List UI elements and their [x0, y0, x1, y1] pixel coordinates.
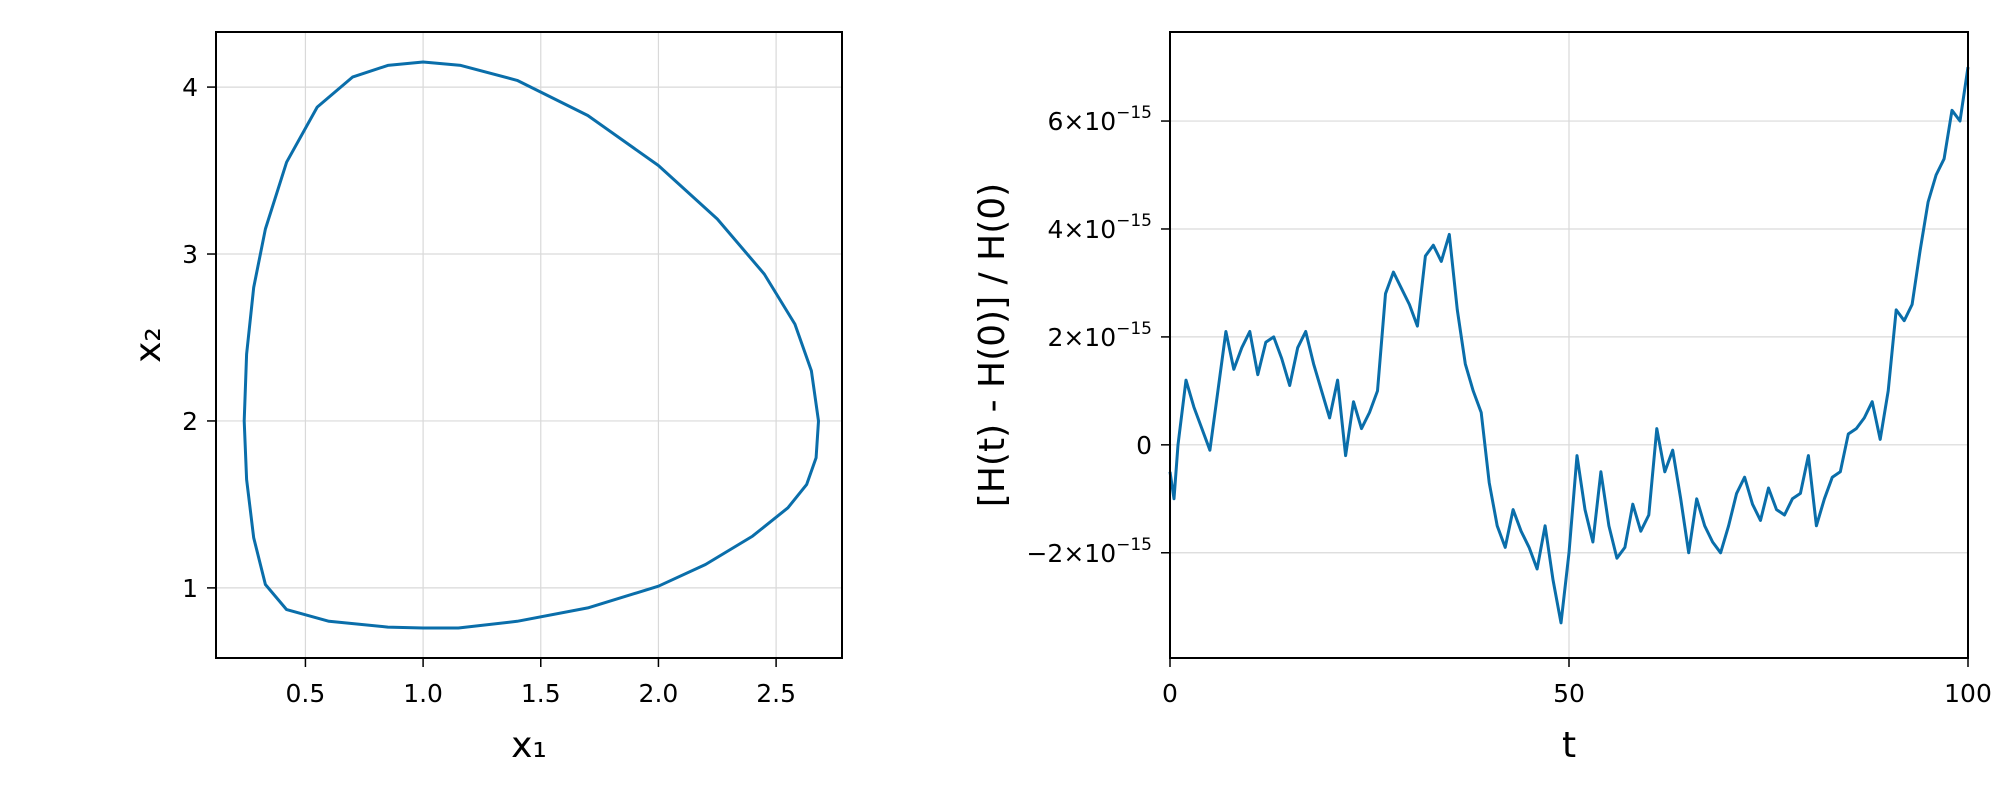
c2-y-tick-mantissa: 2×10	[1047, 323, 1116, 352]
phase-portrait-y-label: x₂	[128, 327, 169, 363]
c2-y-tick-exponent: −15	[1116, 103, 1152, 123]
c1-x-tick-label: 2.5	[756, 679, 796, 708]
c1-y-tick-label: 3	[182, 240, 198, 269]
c2-x-tick-label: 50	[1553, 679, 1585, 708]
c2-y-tick-label: 6×10−15	[1047, 103, 1152, 136]
phase-portrait-chart: 0.5 1.0 1.5 2.0 2.5 1 2 3 4 x₁ x₂	[128, 31, 843, 766]
energy-error-y-label: [H(t) - H(0)] / H(0)	[972, 183, 1013, 507]
c1-x-tick-label: 1.0	[403, 679, 443, 708]
c1-y-tick-label: 2	[182, 407, 198, 436]
c1-y-tick-label: 1	[182, 574, 198, 603]
c2-x-tick-label: 100	[1944, 679, 1992, 708]
c2-y-tick-mantissa: 4×10	[1047, 215, 1116, 244]
c2-y-tick-label: 4×10−15	[1047, 211, 1152, 244]
phase-portrait-x-label: x₁	[511, 725, 547, 766]
c1-x-tick-label: 0.5	[286, 679, 326, 708]
c1-x-tick-label: 2.0	[639, 679, 679, 708]
c2-x-tick-label: 0	[1162, 679, 1178, 708]
c1-series-line-0	[242, 60, 820, 630]
c2-y-tick-mantissa: 0	[1136, 431, 1152, 460]
energy-error-x-label: t	[1562, 725, 1576, 766]
c2-y-tick-mantissa: 6×10	[1047, 107, 1116, 136]
c2-y-tick-label: −2×10−15	[1026, 535, 1152, 568]
c2-y-tick-label: 0	[1136, 431, 1152, 460]
phase-portrait-ticks: 0.5 1.0 1.5 2.0 2.5 1 2 3 4	[182, 73, 796, 708]
energy-error-series	[1168, 66, 1970, 625]
c1-x-tick-label: 1.5	[521, 679, 561, 708]
phase-portrait-frame	[215, 31, 843, 659]
phase-portrait-series	[242, 60, 820, 630]
c2-y-tick-exponent: −15	[1116, 211, 1152, 231]
energy-error-frame	[1169, 31, 1969, 659]
c2-series-line-0	[1168, 66, 1970, 625]
phase-portrait-grid	[216, 32, 842, 658]
c2-y-tick-exponent: −15	[1116, 535, 1152, 555]
c2-y-tick-mantissa: −2×10	[1026, 539, 1116, 568]
c1-y-tick-label: 4	[182, 73, 198, 102]
c2-y-tick-exponent: −15	[1116, 319, 1152, 339]
c2-y-tick-label: 2×10−15	[1047, 319, 1152, 352]
